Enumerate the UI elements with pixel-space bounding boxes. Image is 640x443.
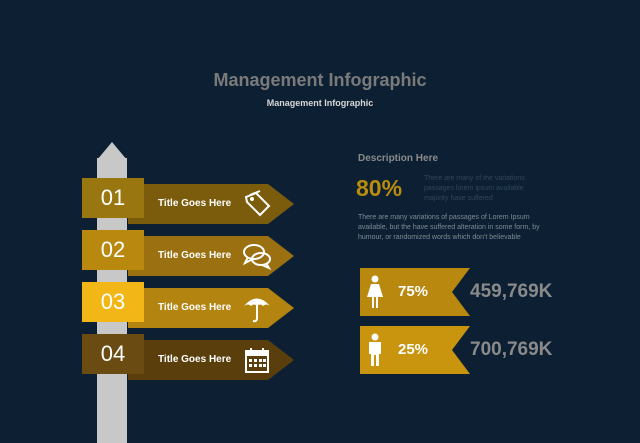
sign-title-1: Title Goes Here: [158, 198, 232, 209]
sign-arrow-3[interactable]: [128, 288, 296, 328]
description-small-text: There are many of the variations passage…: [424, 175, 525, 202]
chat-bubbles-icon: [242, 244, 272, 271]
stat-banner-2: [360, 326, 470, 374]
sign-number-4: 04: [100, 341, 126, 366]
sign-number-1: 01: [100, 185, 126, 210]
sign-number-box-2[interactable]: 02: [82, 230, 144, 270]
male-person-icon: [369, 333, 381, 366]
description-paragraph: There are many variations of passages of…: [358, 214, 540, 241]
sign-title-2: Title Goes Here: [158, 250, 232, 261]
sign-title-4: Title Goes Here: [158, 354, 232, 365]
stat-percent-2: 25%: [398, 341, 429, 358]
post-top: [97, 142, 127, 160]
female-person-icon: [367, 275, 383, 308]
tag-icon: [244, 190, 271, 217]
stat-percent-1: 75%: [398, 283, 429, 300]
stat-banner-1: [360, 268, 470, 316]
sign-number-2: 02: [100, 237, 126, 262]
page-subtitle: Management Infographic: [266, 98, 374, 108]
description-heading: Description Here: [358, 153, 439, 164]
sign-number-3: 03: [100, 289, 126, 314]
page-title: Management Infographic: [213, 70, 427, 90]
sign-title-3: Title Goes Here: [158, 302, 232, 313]
sign-number-box-3[interactable]: 03: [82, 282, 144, 322]
sign-number-box-4[interactable]: 04: [82, 334, 144, 374]
calendar-icon: [245, 348, 269, 373]
umbrella-icon: [244, 298, 270, 323]
description-percent: 80%: [356, 175, 403, 201]
stat-value-1: 459,769K: [470, 281, 553, 302]
sign-number-box-1[interactable]: 01: [82, 178, 144, 218]
stat-value-2: 700,769K: [470, 339, 553, 360]
